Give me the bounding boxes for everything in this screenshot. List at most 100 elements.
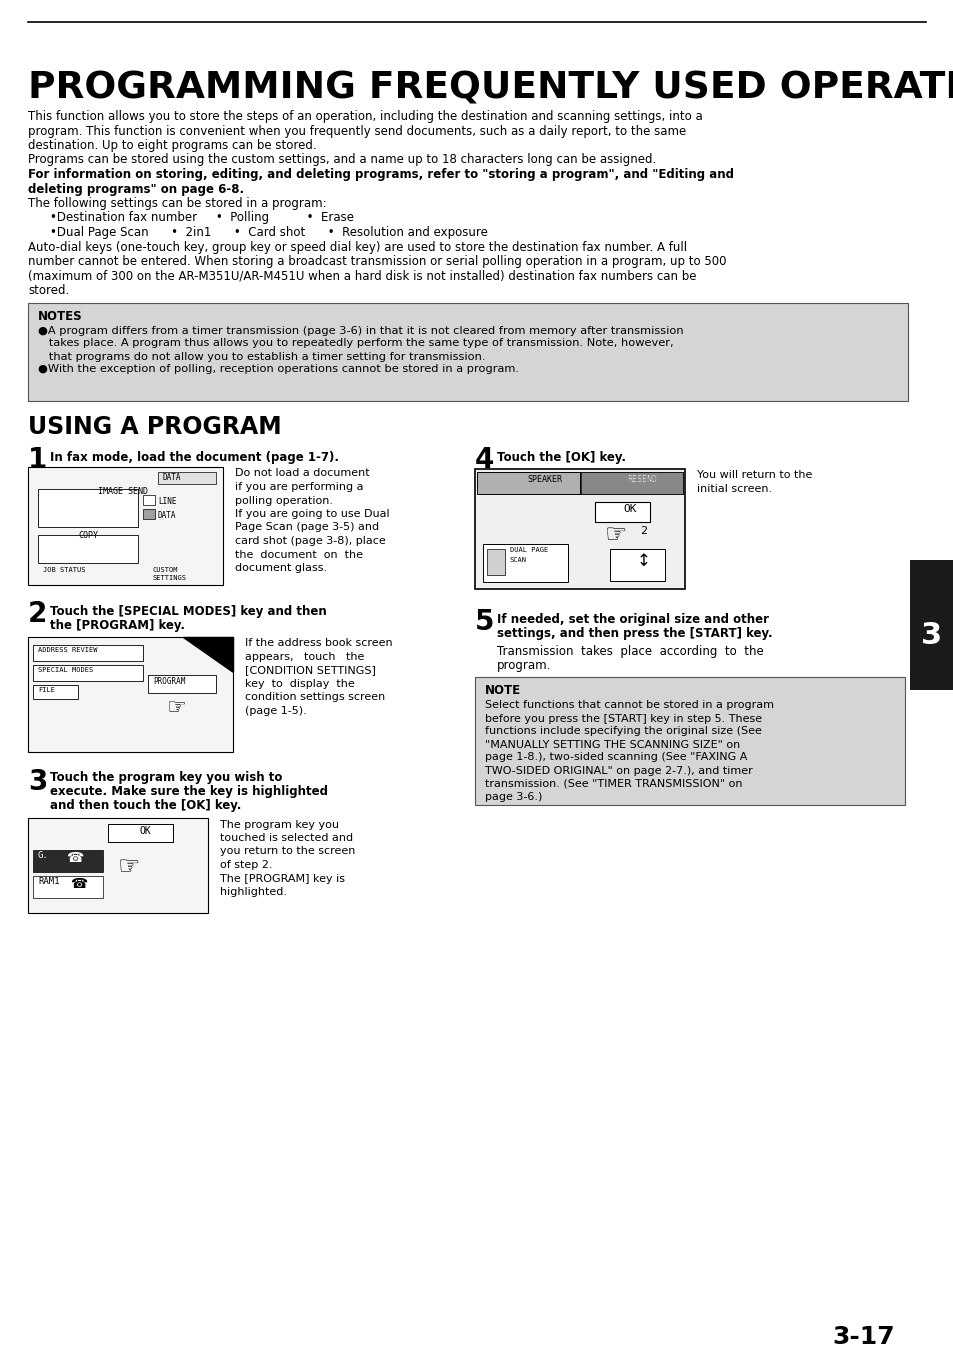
- Text: The following settings can be stored in a program:: The following settings can be stored in …: [28, 197, 326, 209]
- Text: •Destination fax number     •  Polling          •  Erase: •Destination fax number • Polling • Eras…: [50, 212, 354, 224]
- Text: the [PROGRAM] key.: the [PROGRAM] key.: [50, 619, 185, 631]
- Bar: [143, 494, 154, 504]
- Bar: [33, 850, 103, 871]
- Text: execute. Make sure the key is highlighted: execute. Make sure the key is highlighte…: [50, 785, 328, 798]
- Text: ☞: ☞: [166, 698, 186, 719]
- Text: program. This function is convenient when you frequently send documents, such as: program. This function is convenient whe…: [28, 124, 685, 138]
- Text: •Dual Page Scan      •  2in1      •  Card shot      •  Resolution and exposure: •Dual Page Scan • 2in1 • Card shot • Res…: [50, 226, 487, 239]
- Bar: [475, 469, 684, 589]
- Bar: [28, 636, 233, 751]
- Text: Select functions that cannot be stored in a program: Select functions that cannot be stored i…: [484, 701, 773, 711]
- Text: key  to  display  the: key to display the: [245, 680, 355, 689]
- Bar: [595, 501, 649, 521]
- Text: ☞: ☞: [604, 523, 627, 547]
- Text: touched is selected and: touched is selected and: [220, 834, 353, 843]
- Text: Auto-dial keys (one-touch key, group key or speed dial key) are used to store th: Auto-dial keys (one-touch key, group key…: [28, 240, 686, 254]
- Text: DUAL PAGE: DUAL PAGE: [510, 547, 548, 553]
- Text: ●A program differs from a timer transmission (page 3-6) in that it is not cleare: ●A program differs from a timer transmis…: [38, 326, 683, 335]
- Text: SETTINGS: SETTINGS: [152, 574, 187, 581]
- Bar: [475, 677, 904, 804]
- Bar: [28, 817, 208, 912]
- Text: functions include specifying the original size (See: functions include specifying the origina…: [484, 727, 761, 736]
- Text: OK: OK: [622, 504, 636, 513]
- Bar: [33, 665, 143, 681]
- Text: RESEND: RESEND: [626, 474, 657, 484]
- Text: if you are performing a: if you are performing a: [234, 482, 363, 492]
- Text: 4: 4: [475, 446, 494, 474]
- Text: and then touch the [OK] key.: and then touch the [OK] key.: [50, 800, 241, 812]
- Text: card shot (page 3-8), place: card shot (page 3-8), place: [234, 536, 385, 546]
- Text: NOTE: NOTE: [484, 685, 520, 697]
- Bar: [28, 466, 223, 585]
- Text: PROGRAMMING FREQUENTLY USED OPERATIONS: PROGRAMMING FREQUENTLY USED OPERATIONS: [28, 70, 953, 105]
- Text: If you are going to use Dual: If you are going to use Dual: [234, 509, 389, 519]
- Text: If needed, set the original size and other: If needed, set the original size and oth…: [497, 612, 768, 626]
- Text: appears,   touch   the: appears, touch the: [245, 653, 364, 662]
- Text: CUSTOM: CUSTOM: [152, 566, 178, 573]
- Text: the  document  on  the: the document on the: [234, 550, 363, 559]
- Text: destination. Up to eight programs can be stored.: destination. Up to eight programs can be…: [28, 139, 316, 153]
- Bar: [108, 824, 172, 842]
- Text: takes place. A program thus allows you to repeatedly perform the same type of tr: takes place. A program thus allows you t…: [38, 339, 673, 349]
- Text: This function allows you to store the steps of an operation, including the desti: This function allows you to store the st…: [28, 109, 702, 123]
- Text: Programs can be stored using the custom settings, and a name up to 18 characters: Programs can be stored using the custom …: [28, 154, 656, 166]
- Text: 2: 2: [639, 526, 646, 535]
- Text: G.: G.: [38, 851, 49, 861]
- Text: JOB STATUS: JOB STATUS: [43, 566, 86, 573]
- Text: 3: 3: [921, 620, 942, 650]
- Text: The [PROGRAM] key is: The [PROGRAM] key is: [220, 874, 345, 884]
- Text: (page 1-5).: (page 1-5).: [245, 707, 307, 716]
- Bar: [38, 535, 138, 562]
- Bar: [33, 875, 103, 897]
- Text: stored.: stored.: [28, 284, 70, 297]
- Text: you return to the screen: you return to the screen: [220, 847, 355, 857]
- Text: IMAGE SEND: IMAGE SEND: [98, 486, 148, 496]
- Text: ADDRESS REVIEW: ADDRESS REVIEW: [38, 647, 97, 653]
- Bar: [33, 644, 143, 661]
- Text: RAM1: RAM1: [38, 878, 59, 886]
- Text: Touch the program key you wish to: Touch the program key you wish to: [50, 771, 282, 785]
- Text: PROGRAM: PROGRAM: [152, 677, 185, 685]
- Text: For information on storing, editing, and deleting programs, refer to "storing a : For information on storing, editing, and…: [28, 168, 733, 181]
- Text: of step 2.: of step 2.: [220, 861, 273, 870]
- Bar: [476, 471, 682, 493]
- Text: program.: program.: [497, 658, 551, 671]
- Bar: [580, 471, 682, 493]
- Bar: [486, 549, 504, 574]
- Text: number cannot be entered. When storing a broadcast transmission or serial pollin: number cannot be entered. When storing a…: [28, 255, 726, 267]
- Text: 1: 1: [28, 446, 48, 474]
- Bar: [143, 508, 154, 519]
- Bar: [38, 489, 138, 527]
- Text: "MANUALLY SETTING THE SCANNING SIZE" on: "MANUALLY SETTING THE SCANNING SIZE" on: [484, 739, 740, 750]
- Text: ↕: ↕: [637, 551, 650, 570]
- Text: ☎: ☎: [70, 878, 87, 892]
- Bar: [148, 674, 215, 693]
- Bar: [158, 471, 215, 484]
- Text: 2: 2: [28, 600, 48, 628]
- Text: highlighted.: highlighted.: [220, 888, 287, 897]
- Text: ●With the exception of polling, reception operations cannot be stored in a progr: ●With the exception of polling, receptio…: [38, 365, 518, 374]
- Text: DATA: DATA: [158, 511, 176, 520]
- Text: document glass.: document glass.: [234, 563, 327, 573]
- Text: Do not load a document: Do not load a document: [234, 469, 369, 478]
- Text: If the address book screen: If the address book screen: [245, 639, 393, 648]
- Text: ☎: ☎: [66, 851, 83, 866]
- Text: LINE: LINE: [158, 497, 176, 505]
- Text: TWO-SIDED ORIGINAL" on page 2-7.), and timer: TWO-SIDED ORIGINAL" on page 2-7.), and t…: [484, 766, 752, 775]
- Text: Page Scan (page 3-5) and: Page Scan (page 3-5) and: [234, 523, 378, 532]
- Text: [CONDITION SETTINGS]: [CONDITION SETTINGS]: [245, 666, 375, 676]
- Text: DATA: DATA: [163, 473, 181, 482]
- Text: before you press the [START] key in step 5. These: before you press the [START] key in step…: [484, 713, 761, 724]
- Text: You will return to the: You will return to the: [697, 470, 812, 481]
- Bar: [909, 561, 953, 690]
- Text: that programs do not allow you to establish a timer setting for transmission.: that programs do not allow you to establ…: [38, 351, 485, 362]
- Bar: [28, 303, 907, 400]
- Text: 3: 3: [28, 767, 48, 796]
- Text: transmission. (See "TIMER TRANSMISSION" on: transmission. (See "TIMER TRANSMISSION" …: [484, 778, 741, 789]
- Text: In fax mode, load the document (page 1-7).: In fax mode, load the document (page 1-7…: [50, 450, 338, 463]
- Text: initial screen.: initial screen.: [697, 484, 771, 494]
- Text: USING A PROGRAM: USING A PROGRAM: [28, 415, 281, 439]
- Text: deleting programs" on page 6-8.: deleting programs" on page 6-8.: [28, 182, 244, 196]
- Text: page 3-6.): page 3-6.): [484, 792, 542, 801]
- Text: (maximum of 300 on the AR-M351U/AR-M451U when a hard disk is not installed) dest: (maximum of 300 on the AR-M351U/AR-M451U…: [28, 269, 696, 282]
